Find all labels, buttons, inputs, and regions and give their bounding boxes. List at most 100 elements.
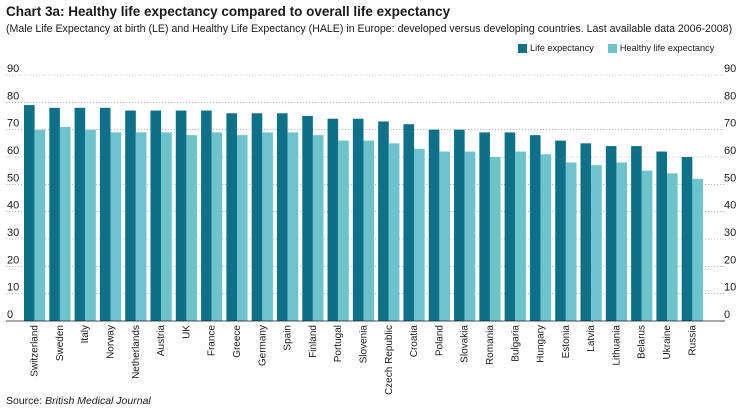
x-tick-label-greece: Greece <box>232 325 243 358</box>
bar-healthy-life-expectancy-bulgaria <box>515 151 526 321</box>
source-name: British Medical Journal <box>45 395 151 407</box>
bar-healthy-life-expectancy-hungary <box>540 154 552 321</box>
y-tick-left-70: 70 <box>7 118 19 130</box>
bar-healthy-life-expectancy-finland <box>312 135 324 321</box>
bar-healthy-life-expectancy-spain <box>287 132 299 321</box>
bar-life-expectancy-bulgaria <box>504 132 516 321</box>
bar-life-expectancy-romania <box>479 132 490 321</box>
bar-healthy-life-expectancy-italy <box>85 129 96 321</box>
x-tick-label-norway: Norway <box>106 325 117 359</box>
x-tick-label-uk: UK <box>181 325 192 339</box>
x-tick-label-netherlands: Netherlands <box>131 325 142 379</box>
y-tick-right-90: 90 <box>724 63 736 75</box>
bar-healthy-life-expectancy-norway <box>110 132 122 321</box>
y-tick-left-90: 90 <box>7 63 19 75</box>
bar-healthy-life-expectancy-lithuania <box>616 162 628 321</box>
x-tick-label-russia: Russia <box>687 325 698 356</box>
bar-healthy-life-expectancy-sweden <box>59 126 71 321</box>
legend-label-healthy-life-expectancy: Healthy life expectancy <box>619 43 715 53</box>
y-tick-right-60: 60 <box>724 145 736 157</box>
bar-life-expectancy-estonia <box>555 140 566 321</box>
bar-life-expectancy-latvia <box>580 143 592 321</box>
bar-life-expectancy-greece <box>226 113 237 322</box>
bar-life-expectancy-sweden <box>49 107 60 321</box>
bar-healthy-life-expectancy-france <box>211 132 223 321</box>
legend-swatch-healthy-life-expectancy <box>607 43 617 53</box>
y-tick-right-20: 20 <box>724 254 736 266</box>
x-tick-label-latvia: Latvia <box>586 325 597 352</box>
bar-life-expectancy-uk <box>175 110 187 322</box>
y-tick-left-0: 0 <box>7 309 13 321</box>
bar-life-expectancy-slovenia <box>352 118 364 321</box>
bar-healthy-life-expectancy-estonia <box>565 162 577 321</box>
bar-healthy-life-expectancy-uk <box>186 135 198 321</box>
y-tick-left-60: 60 <box>7 145 19 157</box>
x-tick-label-poland: Poland <box>434 325 445 356</box>
bar-life-expectancy-ukraine <box>656 151 668 321</box>
y-tick-right-40: 40 <box>724 200 736 212</box>
bar-life-expectancy-belarus <box>631 146 642 321</box>
x-tick-label-hungary: Hungary <box>536 325 547 363</box>
x-tick-label-slovenia: Slovenia <box>358 325 369 364</box>
bar-healthy-life-expectancy-poland <box>439 151 450 321</box>
bar-life-expectancy-lithuania <box>605 146 617 321</box>
y-tick-right-50: 50 <box>724 172 736 184</box>
x-tick-label-ukraine: Ukraine <box>662 325 673 360</box>
x-tick-label-sweden: Sweden <box>55 325 66 361</box>
bar-life-expectancy-slovakia <box>454 129 465 321</box>
x-tick-label-bulgaria: Bulgaria <box>510 325 521 362</box>
bar-life-expectancy-austria <box>150 110 162 322</box>
legend-label-life-expectancy: Life expectancy <box>530 43 594 53</box>
bar-healthy-life-expectancy-portugal <box>338 140 349 321</box>
y-tick-right-80: 80 <box>724 90 736 102</box>
y-tick-left-50: 50 <box>7 172 19 184</box>
chart-title: Chart 3a: Healthy life expectancy compar… <box>6 4 451 19</box>
bar-healthy-life-expectancy-ukraine <box>667 173 678 321</box>
bar-life-expectancy-switzerland <box>24 105 35 321</box>
y-tick-right-10: 10 <box>724 282 736 294</box>
bar-healthy-life-expectancy-romania <box>489 157 501 321</box>
bar-life-expectancy-france <box>201 110 212 322</box>
bar-healthy-life-expectancy-croatia <box>414 148 425 321</box>
bar-life-expectancy-italy <box>74 107 86 321</box>
bar-healthy-life-expectancy-slovakia <box>464 151 476 321</box>
bar-healthy-life-expectancy-czech-republic <box>388 143 400 321</box>
bar-healthy-life-expectancy-germany <box>262 132 273 321</box>
source-note: Source: British Medical Journal <box>6 395 151 407</box>
y-tick-left-40: 40 <box>7 200 19 212</box>
x-tick-label-spain: Spain <box>283 325 294 351</box>
bar-healthy-life-expectancy-austria <box>161 132 172 321</box>
x-tick-label-finland: Finland <box>308 325 319 358</box>
bar-life-expectancy-finland <box>302 116 313 321</box>
bar-life-expectancy-croatia <box>403 124 415 321</box>
legend-swatch-life-expectancy <box>518 43 527 53</box>
legend-item-healthy-life-expectancy: Healthy life expectancy <box>607 43 715 53</box>
x-tick-label-slovakia: Slovakia <box>460 325 471 363</box>
bar-life-expectancy-germany <box>251 113 263 322</box>
bar-life-expectancy-norway <box>99 107 111 321</box>
bar-healthy-life-expectancy-belarus <box>641 170 653 321</box>
y-tick-right-0: 0 <box>724 309 730 321</box>
bar-life-expectancy-hungary <box>529 135 541 321</box>
x-tick-label-france: France <box>207 325 218 357</box>
x-tick-label-croatia: Croatia <box>409 325 420 358</box>
bar-healthy-life-expectancy-russia <box>692 178 703 321</box>
legend: Life expectancy Healthy life expectancy <box>518 43 728 53</box>
bar-healthy-life-expectancy-netherlands <box>135 132 147 321</box>
x-tick-label-czech-republic: Czech Republic <box>384 325 395 395</box>
x-tick-label-belarus: Belarus <box>637 325 648 359</box>
source-prefix: Source: <box>6 395 46 407</box>
bar-healthy-life-expectancy-switzerland <box>34 129 46 321</box>
bar-life-expectancy-spain <box>276 113 288 322</box>
x-tick-label-switzerland: Switzerland <box>30 325 41 377</box>
bar-healthy-life-expectancy-latvia <box>591 165 602 321</box>
bar-life-expectancy-czech-republic <box>378 121 389 321</box>
bar-life-expectancy-netherlands <box>125 110 136 322</box>
y-tick-left-10: 10 <box>7 282 19 294</box>
x-tick-label-romania: Romania <box>485 325 496 365</box>
bar-life-expectancy-portugal <box>327 118 339 321</box>
y-tick-left-80: 80 <box>7 90 19 102</box>
bar-healthy-life-expectancy-greece <box>236 135 248 321</box>
x-tick-label-portugal: Portugal <box>333 325 344 362</box>
